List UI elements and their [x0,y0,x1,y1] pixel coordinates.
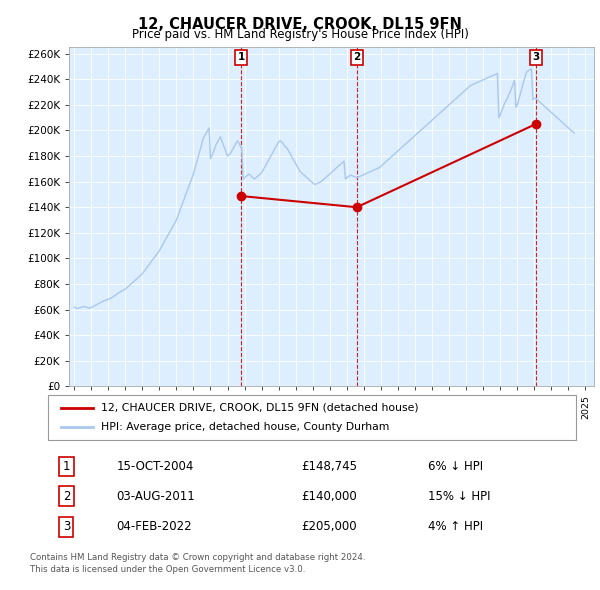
Text: £148,745: £148,745 [301,460,358,473]
Text: 3: 3 [63,520,70,533]
Text: Contains HM Land Registry data © Crown copyright and database right 2024.: Contains HM Land Registry data © Crown c… [30,553,365,562]
Text: 15-OCT-2004: 15-OCT-2004 [116,460,194,473]
Text: £205,000: £205,000 [301,520,357,533]
Text: 3: 3 [532,53,539,63]
Text: 12, CHAUCER DRIVE, CROOK, DL15 9FN: 12, CHAUCER DRIVE, CROOK, DL15 9FN [138,17,462,31]
Text: 6% ↓ HPI: 6% ↓ HPI [428,460,483,473]
Text: HPI: Average price, detached house, County Durham: HPI: Average price, detached house, Coun… [101,422,389,432]
Text: 1: 1 [238,53,245,63]
Text: 12, CHAUCER DRIVE, CROOK, DL15 9FN (detached house): 12, CHAUCER DRIVE, CROOK, DL15 9FN (deta… [101,403,418,412]
Text: 2: 2 [63,490,70,503]
Text: Price paid vs. HM Land Registry's House Price Index (HPI): Price paid vs. HM Land Registry's House … [131,28,469,41]
Text: 04-FEB-2022: 04-FEB-2022 [116,520,192,533]
Text: 15% ↓ HPI: 15% ↓ HPI [428,490,491,503]
Text: 4% ↑ HPI: 4% ↑ HPI [428,520,483,533]
Text: 03-AUG-2011: 03-AUG-2011 [116,490,196,503]
Text: 1: 1 [63,460,70,473]
Text: £140,000: £140,000 [301,490,357,503]
Text: 2: 2 [353,53,361,63]
Text: This data is licensed under the Open Government Licence v3.0.: This data is licensed under the Open Gov… [30,565,305,574]
